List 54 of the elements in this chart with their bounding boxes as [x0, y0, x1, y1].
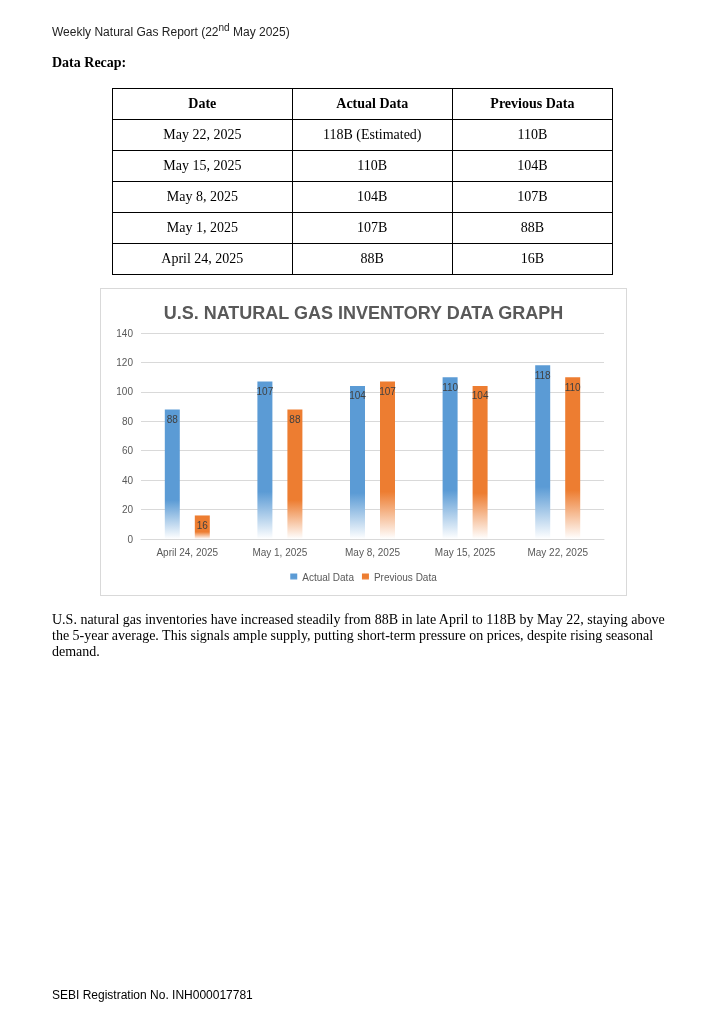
x-tick-label: May 1, 2025 — [252, 546, 308, 558]
text: Weekly Natural Gas Report (22$^{nd}$ May 2025) — [52, 22, 290, 39]
data-label: 88 — [166, 414, 179, 426]
y-tick-label: 100 — [116, 386, 134, 398]
y-tick-label: 0 — [127, 533, 134, 545]
data-label: 107 — [256, 386, 274, 398]
bar — [442, 377, 458, 539]
data-label: 110 — [564, 381, 582, 393]
text: Data Recap: — [52, 55, 127, 71]
text: May 15, 2025 — [112, 150, 293, 182]
data-label: 118 — [534, 369, 552, 381]
data-label: 88 — [289, 414, 301, 426]
y-tick-label: 140 — [116, 327, 134, 339]
bar — [287, 409, 303, 539]
x-tick-label: May 15, 2025 — [434, 546, 496, 558]
text: Actual Data — [292, 88, 453, 120]
text: Previous Data — [452, 88, 613, 120]
text: U.S. natural gas inventories have increased steadily from 88B in late April to 118B by May 22, staying above the 5-year average. This signals ample supply, putting short-term pressure on prices, despite rising seasonal demand. — [52, 612, 666, 660]
bar — [380, 381, 395, 539]
text: 88B — [292, 243, 453, 275]
y-tick-label: 80 — [121, 415, 134, 427]
text: 110B — [292, 150, 453, 182]
text: April 24, 2025 — [112, 243, 293, 275]
bar — [164, 409, 180, 539]
x-tick-label: May 22, 2025 — [527, 546, 589, 558]
legend-label: Previous Data — [373, 571, 438, 583]
x-tick-label: April 24, 2025 — [156, 546, 219, 558]
chart-title: U.S. NATURAL GAS INVENTORY DATA GRAPH — [163, 303, 564, 323]
y-tick-label: 60 — [121, 445, 134, 457]
x-tick-label: May 8, 2025 — [344, 546, 401, 558]
text: SEBI Registration No. INH000017781 — [52, 988, 253, 1002]
y-tick-label: 40 — [121, 474, 134, 486]
text: Date — [112, 88, 293, 120]
bar — [472, 385, 488, 539]
text: 107B — [452, 181, 613, 213]
data-label: 16 — [196, 519, 209, 531]
text: 110B — [452, 119, 613, 151]
text: 16B — [452, 243, 613, 275]
text: May 22, 2025 — [112, 119, 293, 151]
text: May 1, 2025 — [112, 212, 293, 244]
y-tick-label: 20 — [121, 504, 134, 516]
text: 104B — [452, 150, 613, 182]
y-tick-label: 120 — [116, 356, 134, 368]
bar — [565, 377, 581, 539]
bar — [535, 365, 551, 539]
bar — [257, 381, 273, 539]
data-label: 110 — [442, 381, 459, 393]
bar — [350, 385, 365, 539]
text: 118B (Estimated) — [292, 119, 453, 151]
text: 107B — [292, 212, 453, 244]
text: May 8, 2025 — [112, 181, 293, 213]
legend-label: Actual Data — [302, 571, 355, 583]
text: 104B — [292, 181, 453, 213]
text: 88B — [452, 212, 613, 244]
